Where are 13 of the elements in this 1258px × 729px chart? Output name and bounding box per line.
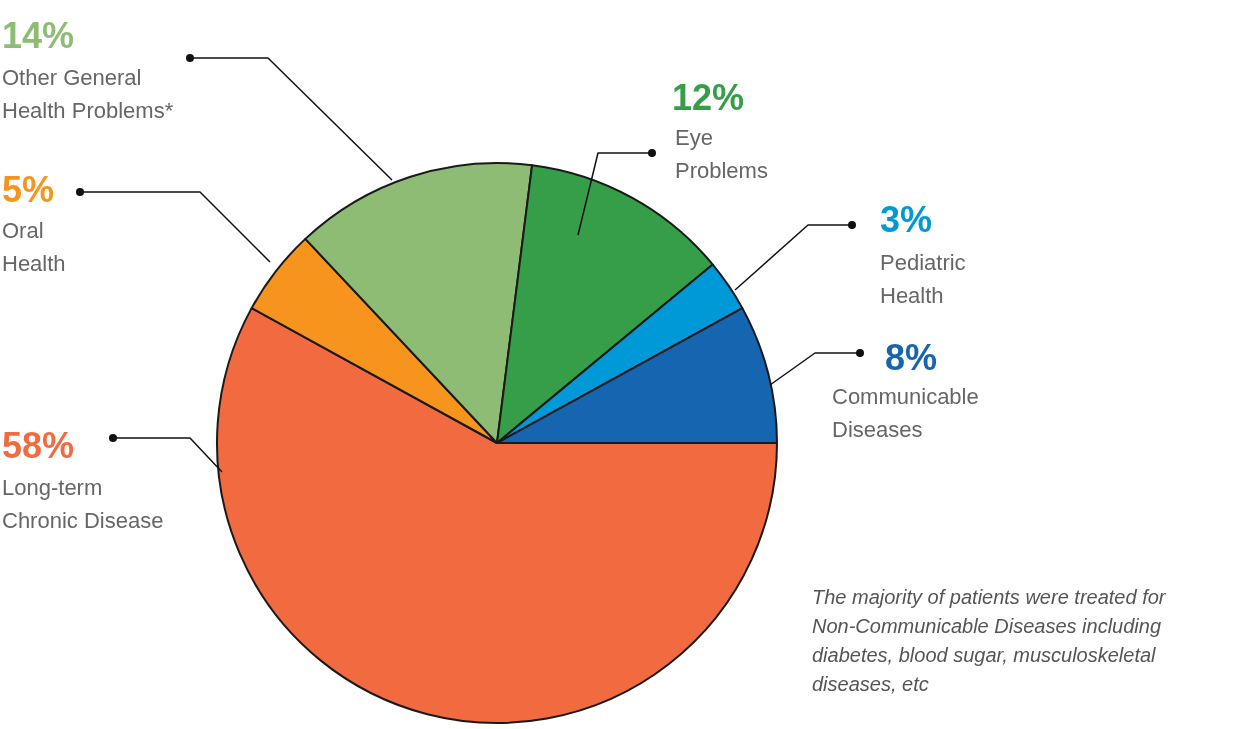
data-label: 8% bbox=[885, 337, 938, 378]
slice-label: Communicable Diseases bbox=[832, 384, 979, 442]
slice-label: Other General Health Problems* bbox=[2, 65, 174, 123]
data-label: 3% bbox=[880, 199, 933, 240]
data-label: 12% bbox=[672, 77, 745, 118]
slice-label: Eye Problems bbox=[675, 125, 768, 183]
slice-label: Pediatric Health bbox=[880, 250, 966, 308]
data-label: 5% bbox=[2, 169, 55, 210]
data-label: 58% bbox=[2, 425, 75, 466]
slice-label: Oral Health bbox=[2, 218, 66, 276]
text: The majority of patients were treated for Non-Communicable Diseases including diabetes, blood sugar, musculoskeletal diseases, etc bbox=[812, 585, 1167, 697]
slice-label: Long-term Chronic Disease bbox=[2, 475, 164, 533]
data-label: 14% bbox=[2, 15, 75, 56]
